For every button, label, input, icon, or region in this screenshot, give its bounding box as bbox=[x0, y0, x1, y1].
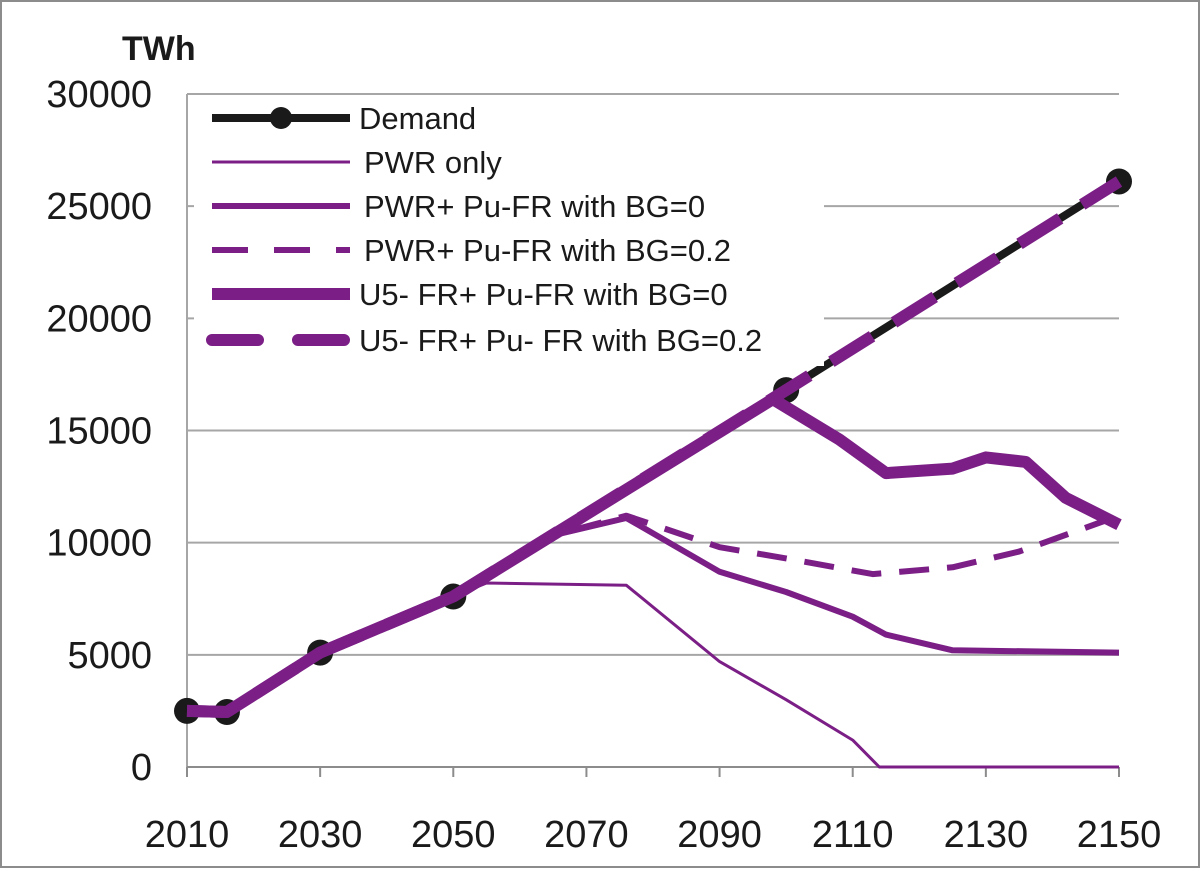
x-tick-label: 2050 bbox=[411, 814, 496, 856]
y-tick-label: 5000 bbox=[67, 635, 152, 677]
y-tick-label: 25000 bbox=[46, 186, 152, 228]
x-tick-label: 2070 bbox=[544, 814, 629, 856]
y-tick-label: 0 bbox=[131, 747, 152, 789]
y-axis-ticks: 0 5000 10000 15000 20000 25000 30000 bbox=[46, 74, 152, 789]
legend-label-2: PWR+ Pu-FR with BG=0 bbox=[364, 189, 705, 224]
legend-label-4: U5- FR+ Pu-FR with BG=0 bbox=[359, 277, 728, 312]
x-tick-label: 2110 bbox=[812, 814, 894, 856]
x-tick-label: 2090 bbox=[677, 814, 762, 856]
y-tick-label: 20000 bbox=[46, 298, 152, 340]
legend: Demand PWR only PWR+ Pu-FR with BG=0 PWR… bbox=[194, 96, 824, 366]
legend-label-3: PWR+ Pu-FR with BG=0.2 bbox=[364, 233, 731, 268]
legend-background bbox=[194, 96, 824, 366]
legend-label-1: PWR only bbox=[364, 145, 502, 180]
y-tick-label: 15000 bbox=[46, 411, 152, 453]
y-tick-label: 10000 bbox=[46, 523, 152, 565]
y-axis-unit-label: TWh bbox=[122, 30, 196, 68]
x-tick-label: 2010 bbox=[145, 814, 230, 856]
legend-marker bbox=[270, 107, 292, 129]
series-line-5 bbox=[186, 176, 1123, 718]
x-tick-label: 2150 bbox=[1077, 814, 1162, 856]
series-line-1 bbox=[186, 581, 1119, 769]
series-line-2 bbox=[186, 515, 1120, 715]
legend-label-0: Demand bbox=[359, 101, 476, 136]
series-line-4 bbox=[186, 393, 1122, 718]
x-tick-label: 2030 bbox=[278, 814, 363, 856]
legend-label-5: U5- FR+ Pu- FR with BG=0.2 bbox=[359, 323, 762, 358]
y-tick-label: 30000 bbox=[46, 74, 152, 116]
series-line-3 bbox=[186, 512, 1121, 715]
x-axis-ticks: 2010 2030 2050 2070 2090 2110 2130 2150 bbox=[145, 767, 1162, 856]
series-lines bbox=[174, 168, 1132, 769]
x-tick-label: 2130 bbox=[944, 814, 1029, 856]
